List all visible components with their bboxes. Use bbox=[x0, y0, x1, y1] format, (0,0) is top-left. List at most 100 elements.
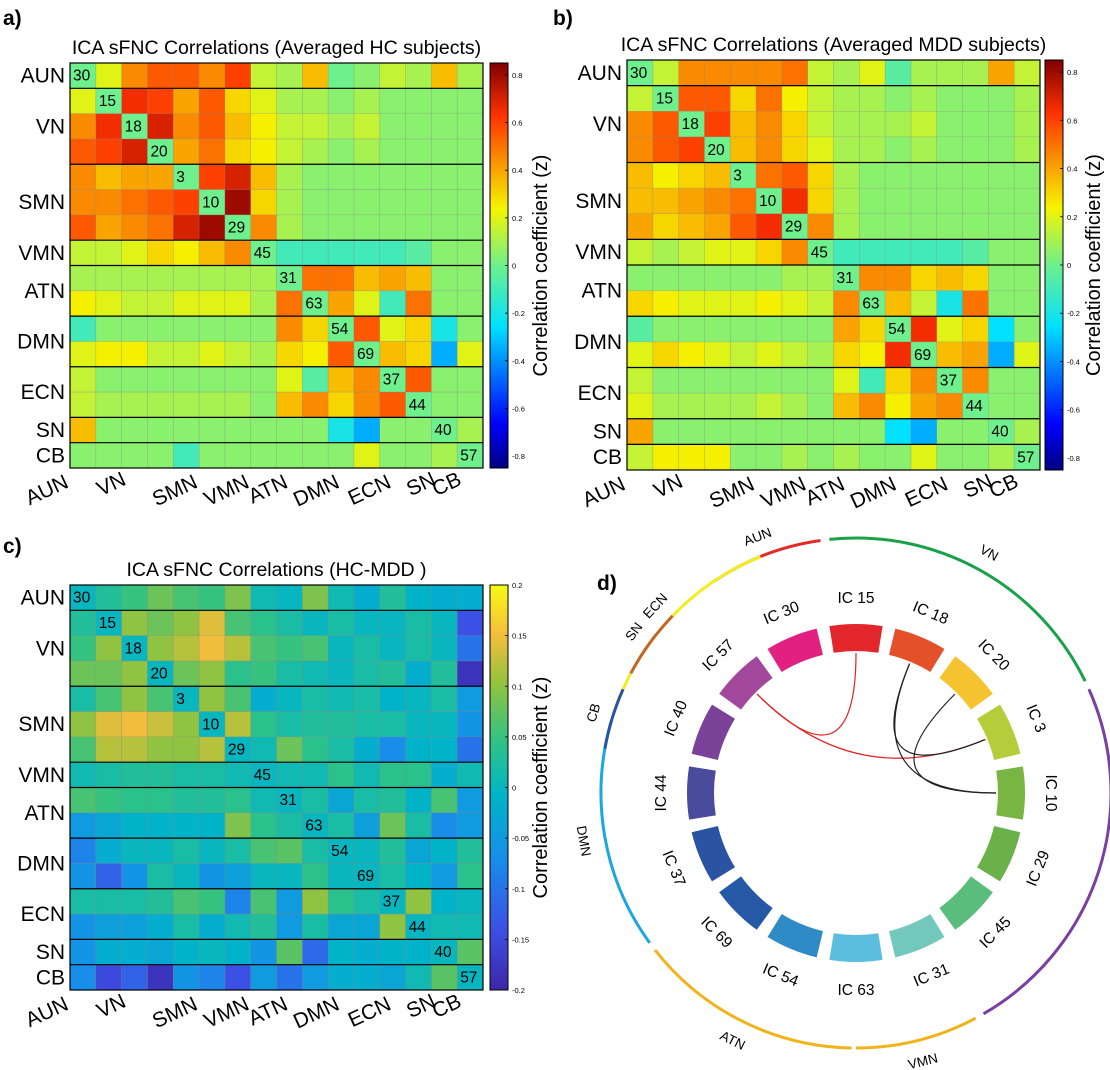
heatmap-cell bbox=[704, 393, 731, 420]
heatmap-cell bbox=[276, 686, 303, 712]
diagonal-label: 15 bbox=[99, 93, 116, 110]
plot-border bbox=[626, 59, 1041, 471]
heatmap-cell bbox=[70, 366, 97, 393]
heatmap-cell bbox=[1014, 162, 1041, 189]
heatmap-cell bbox=[431, 660, 458, 687]
heatmap-cell bbox=[457, 341, 484, 368]
heatmap-cell bbox=[250, 417, 277, 444]
heatmap-cell bbox=[121, 88, 148, 115]
heatmap-cell bbox=[276, 88, 303, 115]
heatmap-cell bbox=[121, 189, 148, 216]
heatmap-cell bbox=[781, 444, 809, 471]
heatmap-cell bbox=[910, 239, 938, 266]
heatmap-cell bbox=[199, 914, 226, 940]
diagonal-label: 45 bbox=[254, 245, 271, 262]
heatmap-cell bbox=[173, 265, 200, 292]
x-tick-label: ECN bbox=[345, 470, 395, 510]
heatmap-cell bbox=[962, 290, 989, 317]
heatmap-cell bbox=[627, 290, 654, 317]
heatmap-cell bbox=[70, 341, 97, 368]
heatmap-cell bbox=[70, 63, 97, 89]
heatmap-cell bbox=[147, 736, 174, 763]
heatmap-cell bbox=[302, 442, 329, 469]
heatmap-cell bbox=[276, 442, 303, 469]
chart-title: ICA sFNC Correlations (Averaged MDD subj… bbox=[621, 34, 1047, 56]
heatmap-cell bbox=[405, 812, 432, 839]
heatmap-cell bbox=[173, 113, 200, 140]
heatmap-cell bbox=[431, 939, 458, 966]
node-segment bbox=[889, 914, 945, 958]
heatmap-cell bbox=[121, 686, 148, 712]
heatmap-cell bbox=[756, 136, 783, 163]
heatmap-cell bbox=[910, 393, 938, 420]
heatmap-cell bbox=[173, 240, 200, 266]
heatmap-cell bbox=[652, 60, 680, 87]
heatmap-panel-2: c) ICA sFNC Correlations (HC-MDD ) AUN VN SM… bbox=[3, 535, 552, 1034]
heatmap-cell bbox=[276, 610, 303, 637]
heatmap-cell bbox=[405, 888, 432, 915]
heatmap-cell bbox=[276, 341, 303, 368]
heatmap-cell bbox=[704, 188, 731, 215]
heatmap-cell bbox=[405, 635, 432, 662]
network-arc bbox=[653, 949, 852, 1050]
heatmap-cell bbox=[962, 418, 989, 445]
heatmap-cell bbox=[756, 213, 783, 240]
heatmap-cell bbox=[431, 392, 458, 418]
heatmap-cell bbox=[121, 635, 148, 662]
heatmap-cell bbox=[833, 85, 860, 112]
heatmap-cell bbox=[704, 136, 731, 163]
heatmap-cell bbox=[353, 635, 381, 662]
heatmap-cell bbox=[224, 392, 252, 418]
heatmap-cell bbox=[224, 88, 252, 115]
heatmap-cell bbox=[95, 290, 123, 317]
heatmap-cell bbox=[704, 213, 731, 240]
diagonal-label: 44 bbox=[409, 397, 427, 414]
heatmap-cell bbox=[276, 63, 303, 89]
heatmap-cell bbox=[405, 610, 432, 637]
x-tick-label: DMN bbox=[290, 470, 343, 511]
x-tick-label: ATN bbox=[802, 472, 848, 510]
network-label: AUN bbox=[742, 525, 774, 549]
heatmap-cell bbox=[457, 762, 484, 788]
heatmap-cell bbox=[405, 686, 432, 712]
heatmap-cell bbox=[353, 240, 381, 266]
heatmap-cell bbox=[936, 367, 963, 394]
heatmap-cell bbox=[988, 213, 1015, 240]
heatmap-cell bbox=[652, 265, 680, 292]
heatmap-cell bbox=[70, 939, 97, 966]
heatmap-cell bbox=[678, 188, 705, 215]
heatmap-cell bbox=[627, 367, 654, 394]
heatmap-cell bbox=[704, 265, 731, 292]
heatmap-cell bbox=[276, 265, 303, 292]
heatmap-cell bbox=[250, 113, 277, 140]
heatmap-cell bbox=[756, 393, 783, 420]
heatmap-cell bbox=[224, 863, 252, 890]
heatmap-cell bbox=[302, 366, 329, 393]
y-tick-label: DMN bbox=[17, 330, 65, 353]
heatmap-cell bbox=[353, 265, 381, 292]
heatmap-cell bbox=[353, 711, 381, 738]
y-tick-label: SN bbox=[36, 419, 65, 442]
heatmap-cell bbox=[431, 240, 458, 266]
heatmap-cell bbox=[353, 888, 381, 915]
heatmap-cell bbox=[756, 367, 783, 394]
heatmap-cell bbox=[807, 162, 834, 189]
heatmap-cell bbox=[328, 214, 355, 241]
heatmap-cell bbox=[173, 585, 200, 611]
heatmap-cell bbox=[302, 812, 329, 839]
heatmap-cell bbox=[302, 711, 329, 738]
network-label: VMN bbox=[907, 1050, 940, 1070]
heatmap-cell bbox=[781, 418, 809, 445]
heatmap-cell bbox=[276, 762, 303, 788]
heatmap-cell bbox=[173, 138, 200, 165]
heatmap-cell bbox=[224, 189, 252, 216]
heatmap-cell bbox=[70, 164, 97, 190]
heatmap-cell bbox=[756, 341, 783, 368]
diagonal-label: 37 bbox=[940, 372, 957, 389]
heatmap-cell bbox=[95, 838, 123, 864]
heatmap-cell bbox=[328, 417, 355, 444]
y-tick-label: ECN bbox=[21, 903, 65, 926]
heatmap-cell bbox=[302, 736, 329, 763]
x-tick-label: VMN bbox=[758, 472, 810, 513]
heatmap-cell bbox=[70, 787, 97, 814]
